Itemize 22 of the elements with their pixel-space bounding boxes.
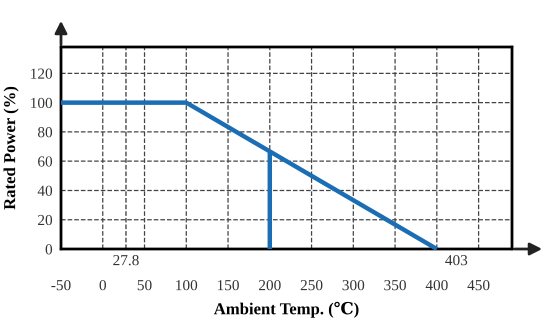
x-tick-label: 50 (138, 280, 152, 290)
x-tick-label: 350 (384, 280, 406, 290)
y-tick-label: 80 (38, 127, 52, 138)
x-tick-label: 150 (218, 280, 239, 290)
annotation: 403 (445, 254, 468, 266)
y-tick-label: 120 (31, 68, 52, 79)
x-tick-label: -50 (51, 280, 71, 290)
x-axis-title: Ambient Temp. (℃) (214, 302, 358, 318)
ref-line-label: 27.8 (113, 254, 139, 266)
y-tick-label: 0 (46, 244, 52, 254)
y-tick-label: 20 (38, 214, 52, 226)
y-tick-label: 60 (38, 156, 52, 167)
x-tick-label: 450 (467, 280, 490, 290)
x-tick-label: 200 (259, 280, 281, 290)
x-tick-label: 400 (426, 280, 448, 290)
y-tick-label: 100 (31, 98, 52, 108)
x-tick-label: 100 (176, 280, 198, 290)
y-tick-label: 40 (38, 186, 52, 196)
y-axis-title: Rated Power (%) (4, 86, 19, 210)
x-tick-label: 250 (300, 280, 322, 290)
x-tick-label: 300 (342, 280, 364, 290)
x-tick-label: 0 (100, 280, 106, 290)
